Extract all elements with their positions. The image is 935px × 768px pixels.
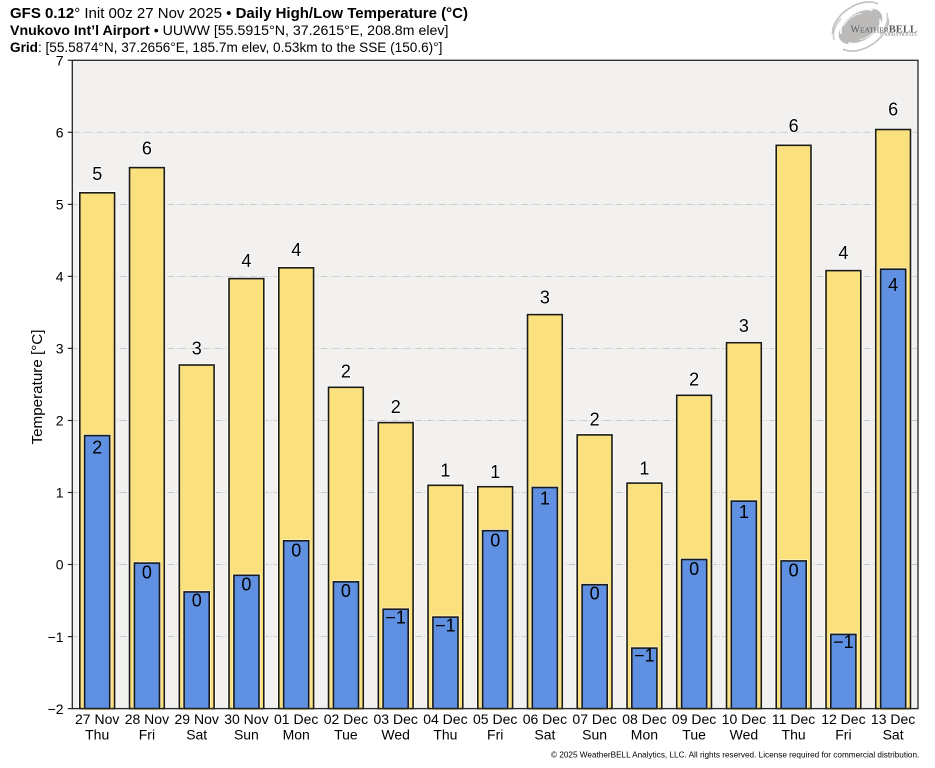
svg-text:0: 0 xyxy=(142,562,152,582)
svg-text:Fri: Fri xyxy=(139,727,155,743)
svg-text:Thu: Thu xyxy=(433,727,457,743)
svg-text:1: 1 xyxy=(440,461,450,481)
svg-text:Thu: Thu xyxy=(782,727,806,743)
svg-text:1: 1 xyxy=(540,488,550,508)
svg-text:−1: −1 xyxy=(634,646,655,666)
svg-text:0: 0 xyxy=(789,560,799,580)
svg-text:ANALYTICS LLC: ANALYTICS LLC xyxy=(884,32,917,37)
svg-text:−2: −2 xyxy=(48,701,64,717)
svg-text:30 Nov: 30 Nov xyxy=(224,711,268,727)
svg-text:28 Nov: 28 Nov xyxy=(125,711,169,727)
svg-text:−1: −1 xyxy=(385,608,406,628)
svg-text:4: 4 xyxy=(56,269,64,285)
svg-text:5: 5 xyxy=(92,164,102,184)
svg-text:01 Dec: 01 Dec xyxy=(274,711,318,727)
svg-text:Thu: Thu xyxy=(85,727,109,743)
svg-text:Wed: Wed xyxy=(730,727,759,743)
svg-text:0: 0 xyxy=(192,591,202,611)
svg-text:Temperature [°C]: Temperature [°C] xyxy=(29,330,46,445)
svg-text:Sat: Sat xyxy=(534,727,555,743)
svg-text:−1: −1 xyxy=(833,632,854,652)
svg-text:3: 3 xyxy=(56,341,64,357)
svg-text:© 2025 WeatherBELL Analytics,: © 2025 WeatherBELL Analytics, LLC. All r… xyxy=(551,750,919,759)
svg-text:Wed: Wed xyxy=(381,727,410,743)
svg-text:0: 0 xyxy=(291,541,301,561)
svg-text:Sun: Sun xyxy=(234,727,259,743)
svg-text:0: 0 xyxy=(689,559,699,579)
svg-text:4: 4 xyxy=(888,275,898,295)
svg-text:07 Dec: 07 Dec xyxy=(572,711,616,727)
svg-text:6: 6 xyxy=(56,125,64,141)
svg-text:−1: −1 xyxy=(48,629,64,645)
svg-text:08 Dec: 08 Dec xyxy=(622,711,666,727)
svg-text:Sat: Sat xyxy=(186,727,207,743)
svg-text:4: 4 xyxy=(838,243,848,263)
svg-text:Fri: Fri xyxy=(835,727,851,743)
svg-text:13 Dec: 13 Dec xyxy=(871,711,915,727)
svg-text:Tue: Tue xyxy=(682,727,706,743)
svg-text:10 Dec: 10 Dec xyxy=(722,711,766,727)
svg-text:6: 6 xyxy=(142,139,152,159)
svg-text:1: 1 xyxy=(739,502,749,522)
svg-text:Sat: Sat xyxy=(883,727,904,743)
svg-text:04 Dec: 04 Dec xyxy=(423,711,467,727)
svg-text:0: 0 xyxy=(241,574,251,594)
svg-text:2: 2 xyxy=(590,410,600,430)
svg-text:5: 5 xyxy=(56,197,64,213)
svg-text:1: 1 xyxy=(56,485,64,501)
svg-text:2: 2 xyxy=(341,361,351,381)
svg-text:12 Dec: 12 Dec xyxy=(821,711,865,727)
svg-text:1: 1 xyxy=(639,458,649,478)
svg-text:0: 0 xyxy=(56,557,64,573)
svg-text:2: 2 xyxy=(391,397,401,417)
svg-text:4: 4 xyxy=(241,251,251,271)
svg-text:27 Nov: 27 Nov xyxy=(75,711,119,727)
svg-text:3: 3 xyxy=(739,316,749,336)
svg-text:4: 4 xyxy=(291,240,301,260)
svg-text:7: 7 xyxy=(56,53,64,69)
svg-text:−1: −1 xyxy=(435,615,456,635)
svg-text:1: 1 xyxy=(490,462,500,482)
svg-text:05 Dec: 05 Dec xyxy=(473,711,517,727)
svg-text:06 Dec: 06 Dec xyxy=(523,711,567,727)
svg-text:29 Nov: 29 Nov xyxy=(175,711,219,727)
svg-text:6: 6 xyxy=(888,100,898,120)
svg-text:Mon: Mon xyxy=(631,727,658,743)
svg-text:0: 0 xyxy=(341,581,351,601)
svg-text:Mon: Mon xyxy=(283,727,310,743)
svg-text:Sun: Sun xyxy=(582,727,607,743)
svg-text:2: 2 xyxy=(56,413,64,429)
svg-text:0: 0 xyxy=(590,584,600,604)
svg-text:Tue: Tue xyxy=(334,727,358,743)
svg-text:2: 2 xyxy=(92,438,102,458)
svg-text:02 Dec: 02 Dec xyxy=(324,711,368,727)
svg-text:6: 6 xyxy=(789,116,799,136)
svg-text:3: 3 xyxy=(192,339,202,359)
svg-text:11 Dec: 11 Dec xyxy=(772,711,815,727)
svg-text:2: 2 xyxy=(689,369,699,389)
svg-text:09 Dec: 09 Dec xyxy=(672,711,716,727)
svg-text:03 Dec: 03 Dec xyxy=(374,711,418,727)
svg-text:Fri: Fri xyxy=(487,727,503,743)
svg-text:0: 0 xyxy=(490,531,500,551)
svg-text:WEATHERBELL: WEATHERBELL xyxy=(851,24,917,35)
svg-text:3: 3 xyxy=(540,288,550,308)
